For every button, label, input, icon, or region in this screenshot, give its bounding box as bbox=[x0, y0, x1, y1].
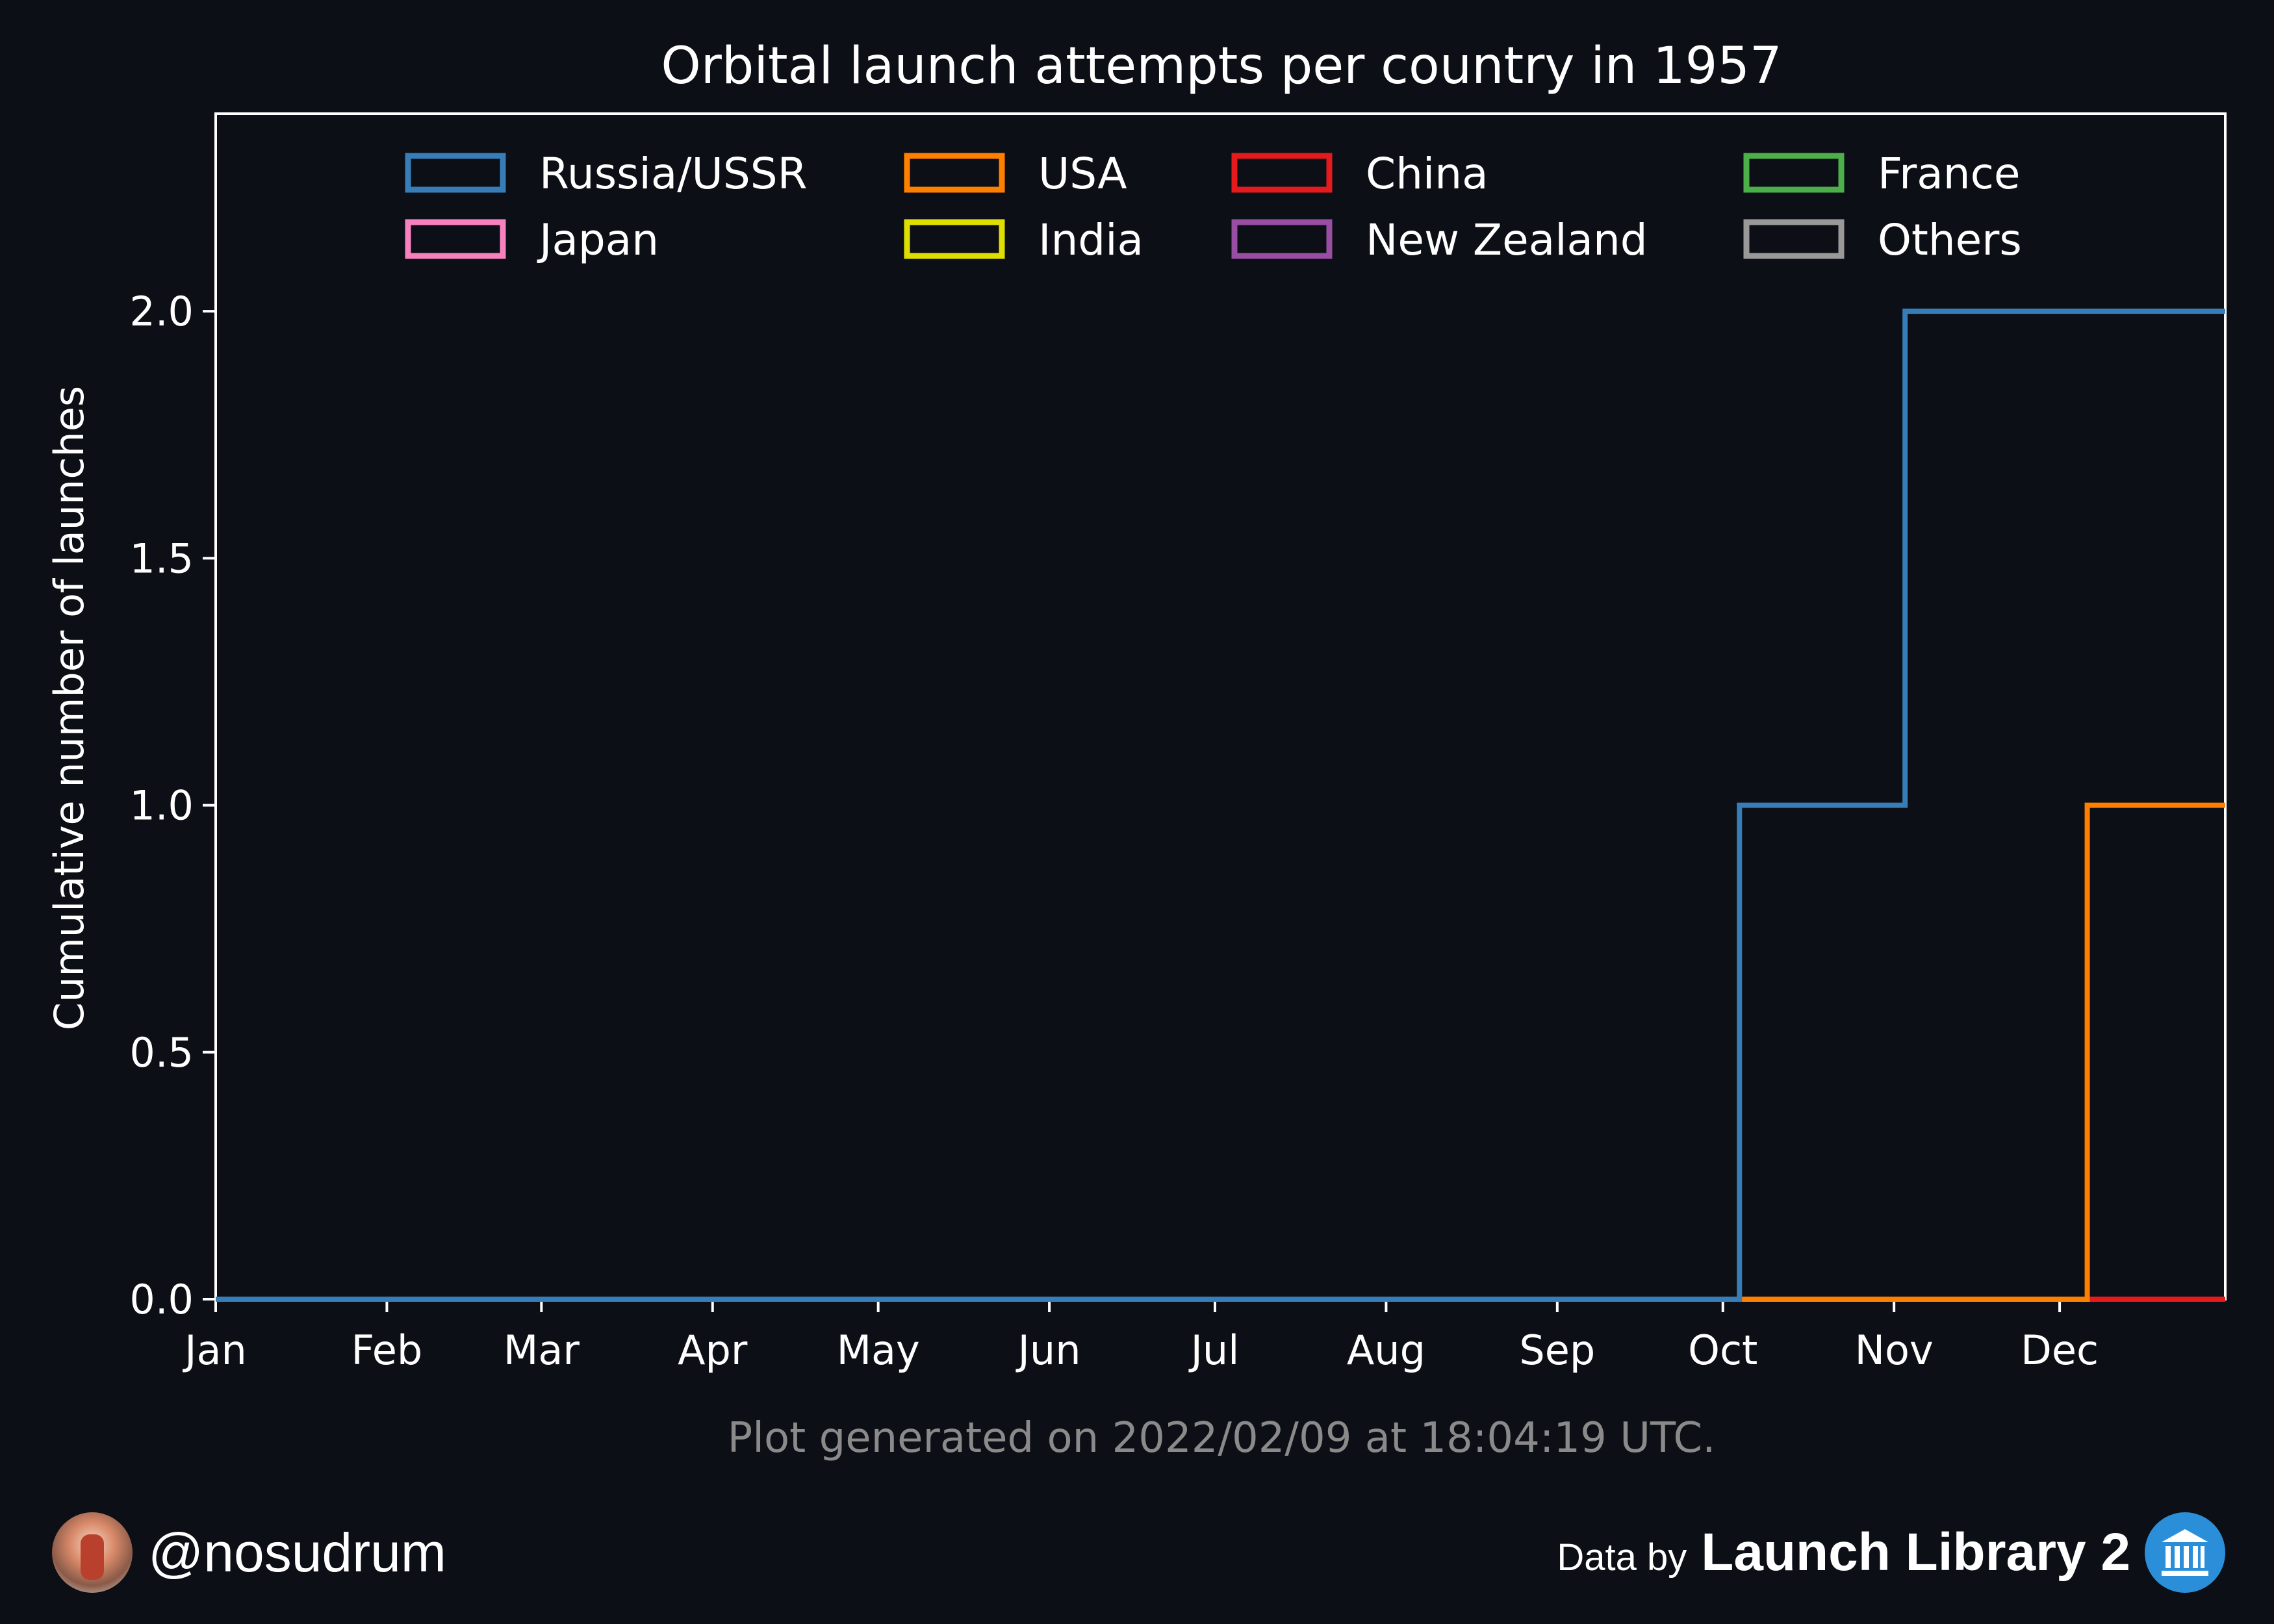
launch-library-logo-icon bbox=[2145, 1512, 2225, 1593]
y-tick-label: 0.0 bbox=[129, 1276, 194, 1323]
series-line-russia-ussr bbox=[216, 309, 2225, 1302]
legend-label: New Zealand bbox=[1366, 215, 1648, 265]
legend-label: Others bbox=[1878, 215, 2022, 265]
legend-label: Japan bbox=[537, 215, 659, 265]
x-tick-label: Dec bbox=[2021, 1326, 2099, 1374]
x-tick-label: Aug bbox=[1347, 1326, 1425, 1374]
x-tick-label: Mar bbox=[504, 1326, 580, 1374]
x-tick-label: Nov bbox=[1855, 1326, 1934, 1374]
author-handle[interactable]: @nosudrum bbox=[148, 1521, 446, 1583]
legend-label: France bbox=[1878, 149, 2020, 199]
x-tick-label: Jul bbox=[1188, 1326, 1240, 1374]
legend-label: Russia/USSR bbox=[539, 149, 807, 199]
y-tick-label: 2.0 bbox=[129, 288, 194, 335]
astronaut-avatar-icon bbox=[52, 1512, 133, 1593]
y-axis-label: Cumulative number of launches bbox=[45, 386, 93, 1030]
y-tick-label: 0.5 bbox=[129, 1029, 194, 1076]
x-tick-label: Sep bbox=[1519, 1326, 1595, 1374]
generated-note: Plot generated on 2022/02/09 at 18:04:19… bbox=[728, 1414, 1716, 1462]
x-tick-label: Apr bbox=[678, 1326, 748, 1374]
x-tick-label: Oct bbox=[1688, 1326, 1757, 1374]
legend-swatch bbox=[1231, 219, 1333, 259]
data-by-label: Data by bbox=[1557, 1536, 1687, 1579]
legend-label: USA bbox=[1038, 149, 1127, 199]
data-source-credit: Data by Launch Library 2 bbox=[1557, 1510, 2225, 1595]
chart-title: Orbital launch attempts per country in 1… bbox=[661, 37, 1782, 95]
x-tick-label: Jun bbox=[1016, 1326, 1081, 1374]
legend-swatch bbox=[1743, 219, 1845, 259]
legend-swatch bbox=[1231, 153, 1333, 193]
author-credit: @nosudrum bbox=[52, 1510, 446, 1595]
y-tick-label: 1.5 bbox=[129, 535, 194, 582]
source-name[interactable]: Launch Library 2 bbox=[1701, 1523, 2130, 1582]
legend-label: China bbox=[1366, 149, 1488, 199]
legend-swatch bbox=[904, 153, 1005, 193]
legend-label: India bbox=[1038, 215, 1143, 265]
plot-area: 0.0 0.5 1.0 1.5 2.0 Jan Feb Mar Apr May Jun Jul Aug S… bbox=[129, 112, 2227, 1374]
x-tick-label: Feb bbox=[351, 1326, 423, 1374]
x-tick-label: Jan bbox=[182, 1326, 247, 1374]
legend-swatch bbox=[405, 219, 506, 259]
y-tick-label: 1.0 bbox=[129, 782, 194, 830]
legend-swatch bbox=[405, 153, 506, 193]
legend-swatch bbox=[1743, 153, 1845, 193]
x-tick-label: May bbox=[837, 1326, 920, 1374]
plot-frame bbox=[214, 112, 2227, 1300]
legend-swatch bbox=[904, 219, 1005, 259]
